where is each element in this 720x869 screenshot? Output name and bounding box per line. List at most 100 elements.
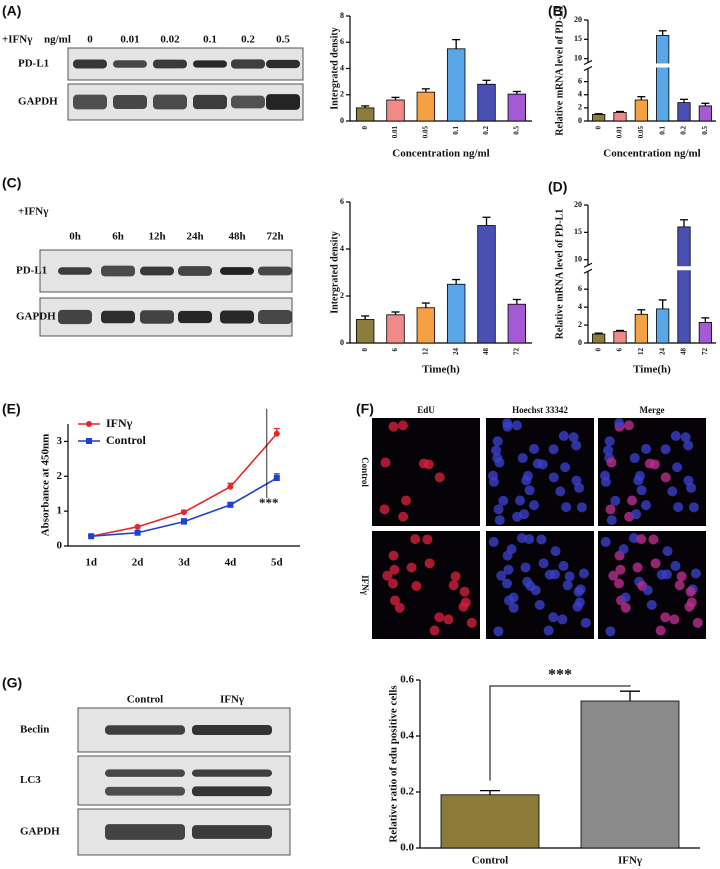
y-tick-label: 0 <box>578 116 582 125</box>
x-tick-label: 0.05 <box>637 126 645 139</box>
bar <box>613 330 627 344</box>
cell <box>498 495 509 506</box>
panel-label: (C) <box>2 175 21 191</box>
y-tick-label: 4 <box>340 63 344 72</box>
cell <box>578 568 589 579</box>
cell <box>674 580 685 591</box>
bar <box>446 48 466 122</box>
cell <box>656 569 667 580</box>
cell <box>434 612 445 623</box>
band <box>220 310 254 324</box>
y-axis-label: Relative mRNA level of PD-L1 <box>554 209 565 340</box>
cell <box>555 486 566 497</box>
annotation: *** <box>259 495 279 510</box>
cell <box>558 430 569 441</box>
cell <box>492 436 503 447</box>
lane-label: 0.2 <box>241 34 255 46</box>
cell <box>423 459 434 470</box>
bar-break <box>676 266 692 271</box>
x-tick-label: 12 <box>421 348 429 356</box>
cell <box>380 457 391 468</box>
column-label: Merge <box>640 405 665 415</box>
band <box>178 266 212 276</box>
x-tick-label: 4d <box>225 557 237 569</box>
bar <box>507 303 527 344</box>
x-tick-label: 48 <box>680 348 688 356</box>
cell <box>627 495 638 506</box>
cell <box>561 502 572 513</box>
y-axis-label: Absorbance at 450nm <box>40 434 52 537</box>
legend-label: Control <box>106 433 146 447</box>
x-axis-label: Time(h) <box>633 364 671 376</box>
y-tick-label: 10 <box>574 255 582 264</box>
cell <box>690 568 701 579</box>
cell <box>604 436 615 447</box>
y-tick-label: 2 <box>578 320 582 329</box>
legend-label: IFNγ <box>106 416 133 430</box>
cell <box>543 625 554 636</box>
band <box>231 59 265 69</box>
cell <box>564 571 575 582</box>
lane-label: 24h <box>186 231 203 243</box>
cell <box>683 440 694 451</box>
cell <box>524 534 535 545</box>
cell <box>424 558 435 569</box>
bar <box>592 114 606 122</box>
row-label: PD-L1 <box>16 265 47 277</box>
cell <box>544 569 555 580</box>
cell <box>573 586 584 597</box>
treatment: +IFNγ <box>18 206 48 218</box>
row-label: GAPDH <box>18 96 58 108</box>
x-tick-label: 0 <box>361 126 369 130</box>
lane-label: 6h <box>112 231 124 243</box>
y-axis-label: Intergrated density <box>329 27 340 110</box>
column-label: Hoechst 33342 <box>512 405 568 415</box>
y-tick-label: 2 <box>578 103 582 112</box>
blot-frame <box>77 755 291 806</box>
cell <box>529 443 540 454</box>
significance-bracket <box>489 685 631 781</box>
cell <box>503 564 514 575</box>
y-axis-label: Relative mRNA level of PD-L1 <box>554 5 565 136</box>
cell <box>536 534 547 545</box>
panel-label: (B) <box>548 3 567 19</box>
bar <box>507 93 527 122</box>
band <box>140 310 174 324</box>
cell <box>613 578 624 589</box>
cell <box>398 511 409 522</box>
cell <box>631 509 642 520</box>
cell <box>410 534 421 545</box>
bar <box>656 35 670 122</box>
cell <box>606 515 617 526</box>
lane-label: 48h <box>228 231 245 243</box>
line <box>91 477 278 538</box>
band <box>193 94 227 110</box>
cell <box>686 482 697 493</box>
x-tick-label: 24 <box>658 348 666 356</box>
cell <box>387 578 398 589</box>
cell <box>688 502 699 513</box>
cell <box>557 614 568 625</box>
cell <box>450 571 461 582</box>
cell <box>670 560 681 571</box>
panel-label: (E) <box>2 401 21 417</box>
band <box>58 309 92 325</box>
legend-marker <box>86 421 92 427</box>
cell <box>493 504 504 515</box>
band <box>153 94 187 110</box>
band <box>105 824 185 840</box>
cell <box>494 515 505 526</box>
cell <box>488 536 499 547</box>
x-tick-label: 0.05 <box>421 126 429 139</box>
cell <box>628 533 639 544</box>
lane-label: 72h <box>266 231 283 243</box>
cell <box>660 472 671 483</box>
row-label: IFNγ <box>360 575 370 595</box>
lane-label: 0.1 <box>203 34 217 46</box>
y-tick-label: 3 <box>57 435 63 447</box>
cell <box>580 617 591 628</box>
cell <box>636 534 647 545</box>
cell <box>632 562 643 573</box>
band <box>140 266 174 276</box>
cell <box>548 612 559 623</box>
